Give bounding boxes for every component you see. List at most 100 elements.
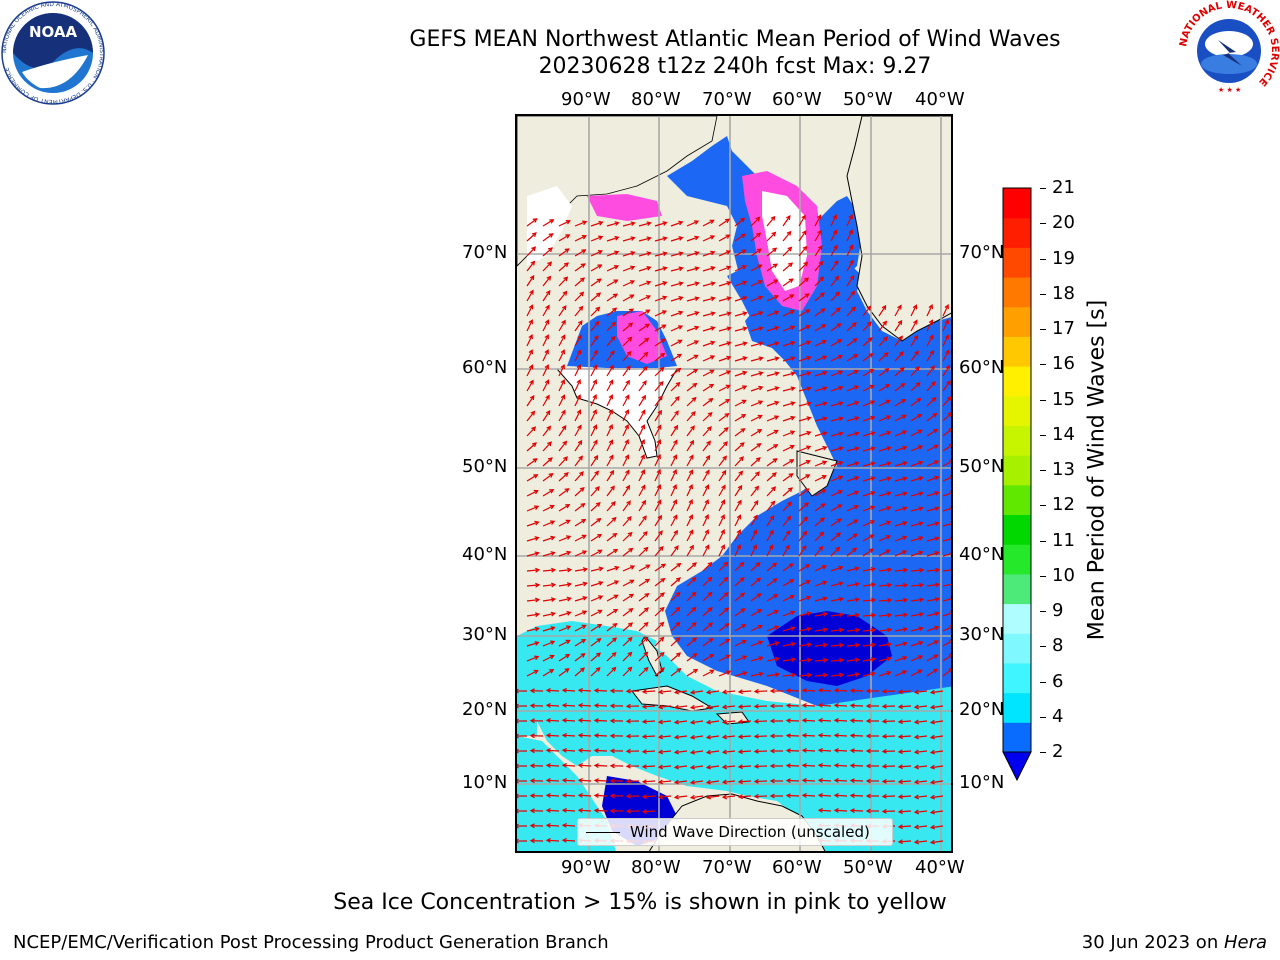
- wind-arrow-head: [742, 370, 748, 376]
- wind-arrow: [718, 456, 727, 467]
- wind-arrow-head: [934, 536, 940, 542]
- wind-arrow: [814, 475, 827, 482]
- wind-arrow: [882, 810, 896, 813]
- wind-arrow-head: [627, 531, 633, 537]
- wind-arrow-head: [817, 777, 823, 783]
- wind-arrow-head: [598, 566, 604, 572]
- wind-arrow-head: [822, 355, 828, 360]
- wind-arrow: [878, 657, 891, 662]
- wind-arrow: [702, 545, 710, 557]
- wind-arrow-head: [581, 638, 587, 644]
- wind-arrow: [862, 337, 873, 347]
- wind-arrow-head: [740, 217, 746, 223]
- wind-arrow: [766, 387, 779, 392]
- wind-arrow-head: [644, 578, 651, 584]
- wind-arrow-head: [564, 488, 570, 493]
- wind-arrow: [862, 462, 875, 467]
- wind-arrow-head: [544, 364, 549, 370]
- wind-arrow-head: [929, 824, 936, 830]
- wind-arrow: [606, 409, 613, 422]
- wind-arrow-head: [656, 439, 662, 445]
- wind-arrow: [798, 502, 809, 512]
- wind-arrow: [878, 399, 890, 407]
- wind-arrow: [670, 563, 681, 572]
- wind-arrow: [798, 387, 811, 392]
- lat-label-left-70n: 70°N: [462, 242, 508, 263]
- wind-arrow: [734, 640, 746, 647]
- wind-arrow-head: [801, 793, 807, 798]
- wind-arrow-head: [592, 364, 598, 370]
- wind-arrow: [798, 325, 811, 332]
- wind-arrow-head: [660, 352, 666, 358]
- wind-arrow-head: [835, 546, 841, 552]
- wind-arrow: [638, 295, 651, 302]
- wind-arrow-head: [755, 471, 760, 477]
- wind-arrow-head: [742, 356, 748, 361]
- wind-arrow: [654, 252, 667, 257]
- wind-arrow: [558, 441, 567, 452]
- wind-arrow-head: [645, 564, 651, 569]
- wind-arrow-head: [560, 379, 565, 385]
- wind-arrow: [654, 622, 664, 632]
- wind-arrow: [654, 500, 662, 512]
- wind-arrow: [622, 395, 630, 407]
- colorbar-tick-label: 4: [1052, 705, 1064, 727]
- wind-arrow-head: [854, 581, 861, 587]
- wind-arrow: [830, 582, 843, 587]
- wind-arrow: [675, 750, 688, 754]
- wind-arrow-head: [657, 734, 664, 740]
- wind-arrow-head: [913, 334, 919, 340]
- wind-arrow-head: [903, 582, 909, 588]
- wind-arrow: [931, 750, 944, 754]
- wind-arrow-head: [818, 545, 824, 551]
- wind-arrow: [898, 720, 912, 723]
- wind-arrow-head: [870, 566, 877, 572]
- wind-arrow-head: [689, 544, 694, 550]
- wind-arrow-head: [913, 319, 918, 325]
- wind-arrow: [846, 245, 854, 257]
- wind-arrow-head: [817, 717, 823, 723]
- wind-arrow-head: [641, 809, 647, 815]
- wind-arrow: [850, 689, 864, 692]
- wind-arrow-head: [821, 324, 827, 329]
- wind-arrow-head: [630, 236, 636, 241]
- wind-arrow-head: [577, 777, 583, 783]
- wind-arrow-head: [625, 748, 631, 754]
- wind-arrow: [750, 264, 762, 272]
- wind-arrow-head: [550, 520, 556, 525]
- wind-arrow: [542, 520, 555, 527]
- wind-arrow-head: [913, 839, 920, 845]
- wind-arrow-head: [833, 778, 839, 783]
- wind-arrow: [686, 282, 699, 287]
- wind-arrow-head: [948, 443, 951, 448]
- wind-arrow-head: [886, 446, 892, 451]
- lon-label-bottom-90w: 90°W: [561, 857, 611, 878]
- wind-arrow-head: [886, 670, 892, 676]
- wind-arrow-head: [929, 719, 936, 725]
- wind-arrow: [798, 474, 810, 482]
- colorbar-tick-label: 6: [1052, 670, 1064, 692]
- wind-arrow-head: [769, 514, 775, 521]
- wind-arrow: [878, 368, 889, 377]
- wind-arrow-head: [854, 490, 860, 496]
- colorbar-tick-mark: [1040, 540, 1046, 542]
- wind-arrow: [546, 779, 560, 782]
- wind-arrow-head: [950, 568, 951, 569]
- wind-arrow: [654, 484, 661, 497]
- wind-arrow-head: [771, 472, 777, 477]
- wind-arrow: [898, 750, 912, 753]
- wind-arrow-head: [817, 732, 823, 738]
- wind-arrow: [846, 462, 859, 467]
- wind-arrow-head: [625, 484, 631, 490]
- wind-arrow-head: [790, 340, 796, 346]
- wind-arrow-head: [803, 516, 809, 522]
- wind-arrow: [931, 810, 944, 814]
- colorbar-tick-label: 2: [1052, 741, 1064, 762]
- wind-arrow-head: [658, 395, 663, 401]
- wind-arrow: [766, 342, 779, 347]
- wind-arrow: [622, 337, 632, 347]
- wind-arrow-head: [534, 536, 540, 541]
- wind-arrow-head: [659, 366, 665, 372]
- wind-arrow-head: [642, 380, 647, 386]
- wind-arrow: [798, 531, 807, 542]
